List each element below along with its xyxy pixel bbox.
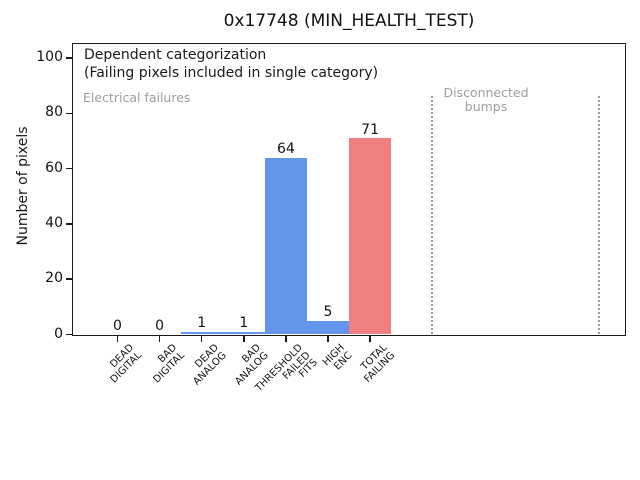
y-tick-label: 60 [45, 159, 63, 176]
y-tick-label: 80 [45, 104, 63, 121]
annotation-disconnected-line2: bumps [464, 98, 508, 114]
bar-value-label: 5 [323, 304, 333, 321]
annotation-electrical-failures: Electrical failures [83, 90, 191, 105]
annotation-dependent-line2: (Failing pixels included in single categ… [84, 64, 379, 81]
bar-threshold-failed-fits [264, 157, 307, 335]
bar-value-label: 1 [197, 315, 207, 332]
y-tick-label: 100 [36, 49, 63, 65]
x-tick-mark [158, 336, 161, 342]
plot-area [72, 43, 626, 336]
y-tick-mark [66, 112, 72, 115]
bar-bad-analog [222, 331, 265, 335]
annotation-dependent-line1: Dependent categorization [84, 47, 267, 63]
bar-dead-analog [180, 331, 223, 335]
y-tick-mark [66, 278, 72, 280]
x-tick-label: HIGH ENC [321, 342, 355, 376]
x-tick-label: DEAD ANALOG [184, 342, 229, 388]
x-tick-label: DEAD DIGITAL [102, 342, 144, 385]
x-tick-mark [200, 336, 203, 342]
x-tick-mark [243, 336, 245, 342]
y-tick-mark [66, 223, 72, 225]
x-tick-mark [327, 336, 329, 342]
bar-value-label: 1 [239, 315, 249, 332]
bar-value-label: 64 [276, 141, 295, 158]
bar-value-label: 71 [361, 121, 379, 138]
x-tick-label: TOTAL FAILING [355, 342, 397, 385]
y-tick-mark [66, 167, 72, 170]
disconnected-bumps-vline [598, 96, 600, 334]
x-tick-mark [369, 336, 371, 342]
y-tick-label: 20 [45, 270, 63, 287]
y-tick-label: 0 [54, 325, 63, 342]
x-tick-mark [116, 336, 119, 342]
bar-value-label: 0 [113, 318, 122, 334]
x-tick-mark [285, 336, 287, 342]
bar-high-enc [306, 320, 350, 335]
disconnected-bumps-vline [430, 96, 433, 334]
chart-title: 0x17748 (MIN_HEALTH_TEST) [223, 11, 475, 31]
annotation-disconnected-line1: Disconnected [443, 85, 529, 100]
y-tick-label: 40 [45, 214, 63, 231]
y-tick-mark [66, 333, 72, 336]
x-tick-label: BAD DIGITAL [144, 342, 186, 385]
bar-total-failing [349, 138, 392, 335]
y-tick-mark [66, 57, 72, 59]
annotation-dependent-categorization: Dependent categorization (Failing pixels… [84, 47, 378, 82]
bar-value-label: 0 [155, 318, 165, 334]
annotation-disconnected-bumps: Disconnected bumps [443, 86, 528, 113]
